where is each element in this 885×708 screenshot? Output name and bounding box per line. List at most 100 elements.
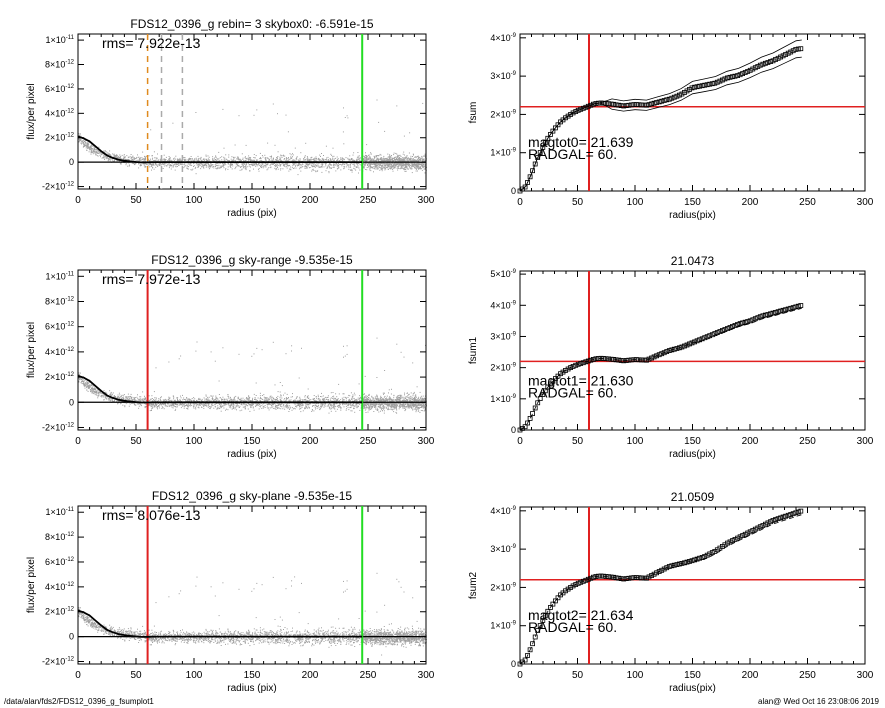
scatter-point [272,163,274,165]
cumulative-point [694,84,700,90]
scatter-point [167,160,169,162]
scatter-point [307,388,309,390]
scatter-point [386,163,388,165]
scatter-point [299,159,301,161]
scatter-point [133,157,135,159]
scatter-point [138,156,140,158]
scatter-point [300,167,302,169]
scatter-point [104,391,106,393]
scatter-point [414,156,416,158]
scatter-point [221,159,223,161]
scatter-point [304,157,306,159]
scatter-point [295,160,297,162]
scatter-point [354,165,356,167]
scatter-point [327,167,328,169]
scatter-point [304,155,306,157]
scatter-point [343,166,345,167]
scatter-point [113,400,115,402]
scatter-point [235,160,237,162]
scatter-point [298,164,300,166]
scatter-point [161,159,163,161]
scatter-point [410,159,412,161]
scatter-point [244,160,246,162]
scatter-point [337,158,339,160]
scatter-point [301,164,303,166]
scatter-point [415,170,417,172]
scatter-point [92,153,94,155]
scatter-point [389,166,391,168]
scatter-point [400,404,402,406]
scatter-point [336,156,338,158]
scatter-point [144,157,146,159]
scatter-point [392,160,394,162]
scatter-point [404,167,406,169]
scatter-point [342,131,344,133]
scatter-point [198,405,200,407]
scatter-point [305,166,306,168]
scatter-point [383,408,385,410]
scatter-point [184,157,186,158]
scatter-point [368,157,370,159]
chart-title: FDS12_0396_g rebin= 3 skybox0: -6.591e-1… [130,17,373,31]
scatter-point [235,402,237,404]
scatter-point [260,406,261,408]
scatter-point [103,157,105,159]
scatter-point [163,400,165,402]
scatter-point [245,144,247,146]
scatter-point [79,133,81,135]
scatter-point [88,388,90,389]
cumulative-point [727,74,733,80]
scatter-point [159,159,161,161]
scatter-point [322,158,324,160]
scatter-point [222,165,224,167]
scatter-point [247,405,249,407]
scatter-point [189,158,191,160]
scatter-point [409,160,411,162]
scatter-point [126,158,128,160]
scatter-point [153,163,155,165]
scatter-point [170,160,172,162]
scatter-point [420,396,422,398]
scatter-point [278,163,280,165]
scatter-point [248,159,250,161]
error-envelope-line [519,39,802,192]
scatter-point [293,167,295,169]
scatter-point [87,385,89,387]
scatter-point [121,397,123,399]
cumulative-point [745,69,751,74]
scatter-point [204,159,206,161]
cumulative-point [709,81,715,87]
scatter-point [103,154,105,156]
scatter-point [173,396,175,398]
scatter-point [397,165,399,167]
scatter-point [113,154,115,156]
scatter-point [399,162,401,164]
scatter-point [231,163,232,165]
scatter-point [104,158,105,160]
scatter-point [368,155,370,157]
scatter-point [222,396,224,398]
scatter-point [328,172,330,174]
scatter-point [365,162,367,164]
scatter-point [349,169,351,171]
scatter-point [299,163,300,165]
scatter-point [250,159,252,161]
cumulative-point [598,100,604,106]
scatter-point [343,159,345,161]
scatter-point [255,405,257,407]
scatter-point [247,408,249,410]
scatter-point [257,159,259,161]
scatter-point [277,407,278,409]
scatter-point [368,165,370,167]
scatter-point [119,163,121,165]
scatter-point [153,160,155,162]
scatter-point [403,164,405,165]
scatter-point [215,156,217,158]
scatter-point [188,159,190,161]
scatter-point [112,392,114,394]
scatter-point [421,169,423,171]
scatter-point [397,154,399,156]
scatter-point [363,160,365,161]
scatter-point [362,167,364,169]
scatter-point [108,153,110,155]
